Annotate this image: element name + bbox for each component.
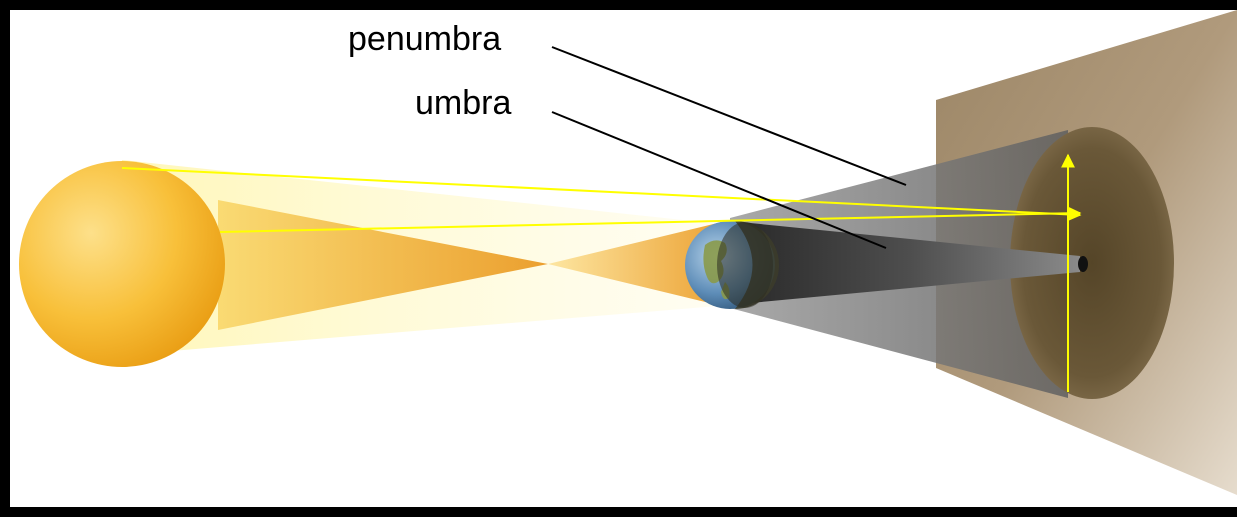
penumbra-leader-line (551, 46, 907, 186)
light-cone-right (548, 220, 730, 308)
penumbra-label: penumbra (348, 20, 501, 58)
shadow-disc (1010, 127, 1174, 399)
light-ray-lower (219, 206, 1082, 233)
sun-sphere (19, 161, 225, 367)
light-ray-upper (121, 167, 1082, 222)
light-cone-left (218, 200, 548, 330)
umbra-leader-line (551, 111, 887, 249)
umbra-shadow-cone (740, 222, 1080, 304)
umbra-spot (1078, 256, 1088, 272)
umbra-label: umbra (415, 84, 511, 122)
earth-globe (685, 221, 779, 309)
